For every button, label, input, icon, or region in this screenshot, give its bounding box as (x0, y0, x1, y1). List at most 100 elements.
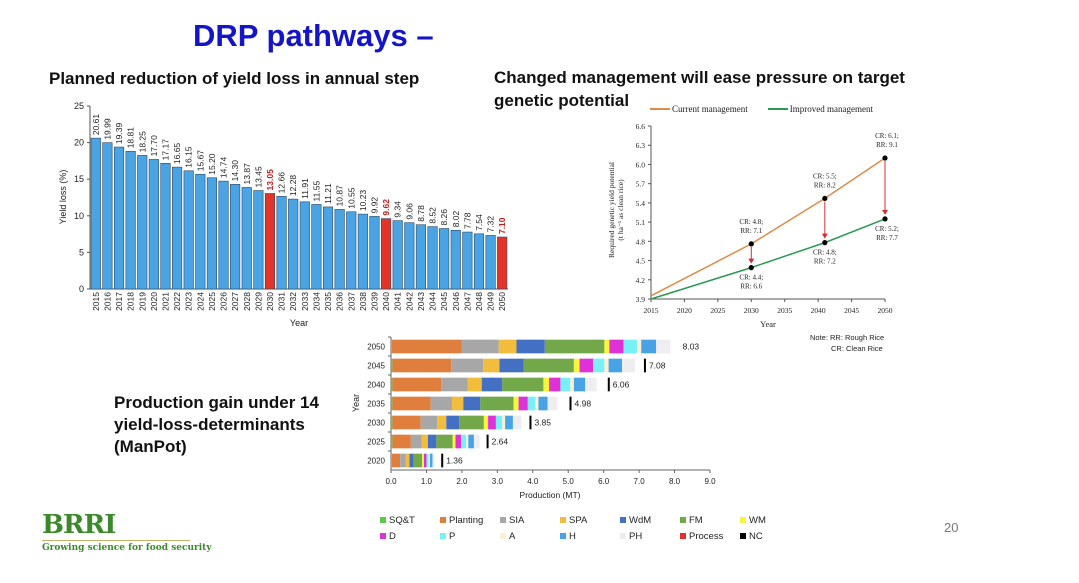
bar-2036 (334, 209, 345, 290)
bar-value-label: 17.70 (149, 135, 159, 157)
segment-wm (604, 339, 610, 354)
segment-fm (413, 453, 423, 468)
yield-loss-x-tick-labels: 2015 2016 2017 2018 2019 2020 2021 2022 2023 2024… (91, 292, 507, 311)
bar-2043 (415, 224, 426, 290)
y-tick-label: 10 (74, 211, 84, 221)
legend-label: FM (689, 514, 703, 526)
annotation-line: CR: 5.5; (813, 172, 837, 180)
legend-label: Planting (449, 514, 484, 526)
brri-logo: BRRI Growing science for food security (42, 512, 212, 553)
segment-ph (585, 377, 597, 392)
bar-2018 (125, 151, 136, 290)
legend-label: WM (749, 514, 766, 526)
legend-item: FM (680, 515, 740, 526)
segment-d (455, 434, 462, 449)
legend-swatch (500, 533, 506, 539)
annotation-line: RR: 9.1 (876, 141, 898, 149)
annotation-line: RR: 8.2 (814, 181, 836, 189)
segment-wm (483, 415, 489, 430)
bar-2034 (311, 204, 322, 290)
bar-2038 (357, 213, 368, 290)
segment-p (623, 339, 637, 354)
segment-sqt (391, 434, 393, 449)
bar-value-label: 8.26 (439, 209, 449, 226)
x-tick-label: 2047 (462, 292, 472, 311)
x-tick-label: 2015 (91, 292, 101, 311)
segment-h (538, 396, 548, 411)
legend-line-swatch (767, 108, 788, 110)
y-tick-label: 4.5 (636, 257, 646, 266)
bar-2049 (485, 235, 496, 290)
total-label: 8.03 (683, 342, 700, 352)
x-tick-label: 4.0 (527, 477, 539, 486)
legend-swatch (500, 517, 506, 523)
bar-value-label: 10.87 (335, 185, 345, 207)
stacked-bar-2050 (391, 339, 671, 354)
segment-wdm (427, 434, 437, 449)
yield-loss-bars (90, 137, 508, 290)
line-improved-management (650, 218, 886, 300)
bar-2026 (218, 180, 229, 290)
segment-fm (459, 415, 484, 430)
logo-divider (42, 540, 190, 541)
segment-planting (392, 377, 442, 392)
x-tick-label: 2022 (172, 292, 182, 311)
genetic-potential-y-axis-label: Required genetic yield potential (607, 162, 616, 258)
line-current-management (650, 157, 886, 297)
segment-sia (420, 415, 438, 430)
legend-label: PH (629, 530, 643, 542)
segment-wm (543, 377, 550, 392)
bar-2017 (113, 146, 125, 290)
legend-item: P (440, 531, 500, 542)
segment-wdm (516, 339, 545, 354)
genetic-potential-y-axis-unit: (t ha⁻¹ as clean rice) (616, 179, 625, 241)
segment-h (608, 358, 623, 373)
annotation-line: CR: 5.2; (875, 225, 899, 233)
bar-2030 (264, 193, 276, 290)
legend-swatch (380, 517, 386, 523)
genetic-potential-points (748, 155, 888, 271)
genetic-potential-axes: 3.9 4.2 4.5 4.8 5.1 5.4 5.7 6.0 6.3 6.6 2015 2020 20… (636, 122, 893, 315)
legend-item: PH (620, 531, 680, 542)
data-point (822, 195, 828, 202)
x-tick-label: 2036 (335, 292, 345, 311)
legend-item: D (380, 531, 440, 542)
segment-h (468, 434, 474, 449)
annotation-line: CR: 4.8; (739, 218, 763, 226)
legend-item: Planting (440, 515, 500, 526)
segment-sia (400, 453, 406, 468)
bar-value-label: 8.78 (416, 205, 426, 222)
y-tick-label: 6.0 (636, 160, 646, 169)
y-tick-label: 6.3 (636, 141, 646, 150)
x-tick-label: 2025 (207, 292, 217, 311)
x-tick-label: 8.0 (669, 477, 681, 486)
data-point (748, 265, 754, 271)
segment-planting (391, 453, 401, 468)
bar-2027 (230, 184, 241, 290)
bar-2019 (137, 155, 148, 290)
legend-item: SIA (500, 515, 560, 526)
legend-swatch (740, 517, 746, 523)
y-tick-label: 0 (79, 284, 84, 294)
total-marker (441, 453, 444, 468)
x-tick-label: 2034 (311, 292, 321, 311)
point-annotation: CR: 5.2;RR: 7.7 (875, 225, 899, 242)
segment-wdm (481, 377, 503, 392)
bar-value-label: 15.20 (207, 153, 217, 175)
segment-spa (467, 377, 482, 392)
segment-spa (421, 434, 428, 449)
segment-a (535, 396, 539, 411)
x-tick-label: 2024 (195, 292, 205, 311)
segment-fm (436, 434, 453, 449)
bar-value-label: 19.39 (114, 123, 124, 145)
total-marker (607, 377, 610, 392)
data-point (822, 240, 828, 246)
yield-loss-y-axis-label: Yield loss (%) (58, 170, 68, 225)
segment-p (593, 358, 605, 373)
bar-value-label: 10.23 (358, 190, 368, 212)
x-tick-label: 2023 (184, 292, 194, 311)
genetic-potential-heading: Changed management will ease pressure on… (494, 68, 905, 110)
y-tick-label: 2035 (367, 400, 385, 409)
y-tick-label: 5.1 (636, 218, 646, 227)
slide-title: DRP pathways – (193, 18, 434, 53)
